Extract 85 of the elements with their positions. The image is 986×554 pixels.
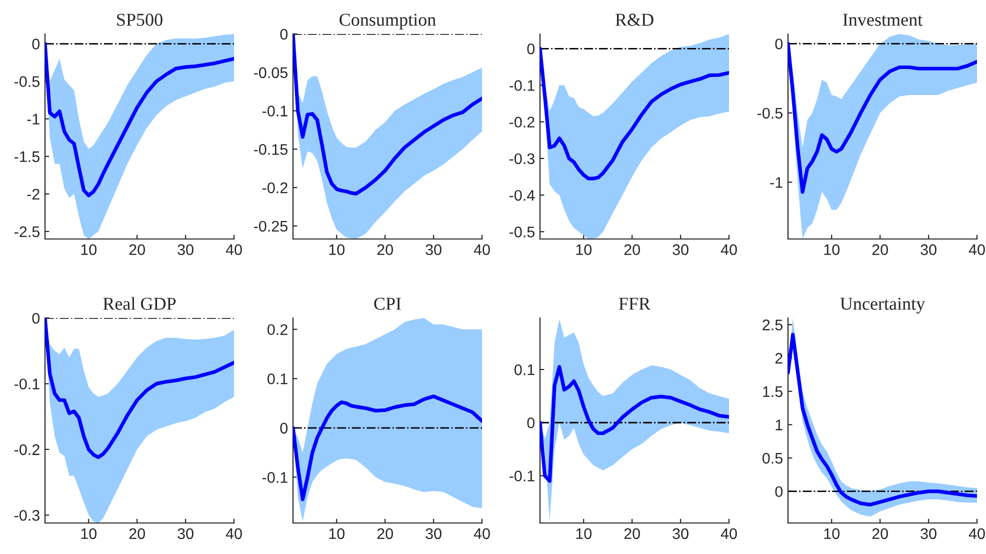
- line-series: [540, 365, 729, 483]
- y-tick-label: -0.05: [254, 67, 288, 78]
- line-series: [293, 394, 482, 502]
- y-tick-label: -0.1: [14, 378, 40, 390]
- y-tick-label: 0: [775, 38, 783, 50]
- chart-title: SP500: [117, 14, 162, 26]
- chart-title: Real GDP: [103, 297, 176, 310]
- y-tick-label: -0.5: [509, 226, 534, 238]
- x-tick-label: 10: [576, 528, 592, 540]
- y-tick-label: 0.1: [514, 364, 534, 376]
- x-tick-label: 40: [474, 244, 490, 256]
- line-series: [293, 34, 482, 196]
- y-tick-label: 0: [527, 44, 535, 54]
- y-tick-label: -0.4: [509, 190, 535, 201]
- x-tick-label: 20: [624, 528, 640, 540]
- chart-title: Investment: [843, 14, 923, 26]
- x-tick-label: 10: [576, 244, 592, 256]
- x-tick-label: 30: [920, 528, 936, 540]
- y-tick-label: 0.1: [268, 373, 288, 384]
- y-tick-label: 1: [776, 420, 782, 430]
- line-series: [788, 42, 977, 194]
- x-tick-label: 40: [474, 528, 490, 540]
- y-tick-label: -1.5: [14, 151, 40, 162]
- y-tick-label: 0: [32, 312, 40, 324]
- x-tick-label: 10: [329, 528, 345, 540]
- y-tick-label: 0: [527, 417, 535, 428]
- y-tick-label: -0.2: [509, 116, 534, 128]
- y-tick-label: 0: [775, 486, 783, 498]
- y-tick-label: 0.2: [268, 324, 288, 336]
- x-tick-label: 30: [426, 528, 442, 540]
- x-tick-label: 20: [377, 528, 393, 540]
- x-tick-label: 20: [129, 528, 145, 540]
- y-tick-label: -2.5: [14, 226, 40, 238]
- y-tick-label: 0: [280, 422, 288, 434]
- x-tick-label: 30: [178, 528, 194, 540]
- chart-title: FFR: [618, 298, 651, 310]
- x-tick-label: 10: [824, 244, 840, 256]
- y-tick-label: 2: [775, 352, 782, 364]
- x-tick-label: 40: [226, 528, 242, 540]
- chart-title: Uncertainty: [840, 298, 926, 314]
- chart-title: Consumption: [340, 14, 436, 30]
- line-series: [45, 42, 234, 198]
- x-tick-label: 20: [377, 244, 393, 256]
- y-tick-label: -0.1: [509, 470, 534, 482]
- y-tick-label: -1: [770, 177, 782, 188]
- x-tick-label: 40: [968, 244, 985, 256]
- x-tick-label: 30: [672, 244, 688, 256]
- y-tick-label: -0.15: [254, 144, 288, 155]
- y-tick-label: -1: [27, 114, 40, 124]
- x-tick-label: 20: [129, 244, 145, 256]
- x-tick-label: 30: [672, 528, 688, 540]
- x-tick-label: 40: [226, 244, 242, 256]
- y-tick-label: -0.1: [262, 472, 288, 483]
- x-tick-label: 10: [824, 528, 840, 540]
- y-tick-label: -0.3: [14, 510, 40, 521]
- y-tick-label: -2: [27, 188, 40, 200]
- line-series: [540, 46, 729, 180]
- x-tick-label: 20: [872, 528, 888, 540]
- x-tick-label: 40: [720, 244, 737, 256]
- y-tick-label: -0.25: [254, 220, 288, 232]
- x-tick-label: 10: [81, 528, 97, 540]
- y-tick-label: 1.5: [763, 386, 782, 398]
- x-tick-label: 30: [426, 244, 442, 256]
- y-tick-label: -0.3: [509, 153, 534, 164]
- line-series: [45, 318, 234, 460]
- y-tick-label: -0.5: [757, 108, 782, 119]
- x-tick-label: 40: [968, 528, 985, 540]
- x-tick-label: 40: [720, 528, 737, 540]
- y-tick-label: 0: [32, 38, 40, 50]
- x-tick-label: 20: [872, 244, 888, 256]
- chart-title: CPI: [374, 298, 401, 310]
- x-tick-label: 10: [329, 244, 345, 256]
- x-tick-label: 30: [178, 244, 194, 256]
- x-tick-label: 20: [624, 244, 640, 256]
- y-tick-label: 2.5: [762, 320, 782, 330]
- y-tick-label: -0.1: [262, 106, 288, 116]
- y-tick-label: -0.2: [14, 444, 40, 456]
- x-tick-label: 10: [81, 244, 97, 256]
- y-tick-label: -0.5: [14, 76, 40, 87]
- y-tick-label: -0.2: [262, 182, 288, 194]
- y-tick-label: -0.1: [509, 80, 534, 91]
- y-tick-label: 0: [280, 28, 288, 40]
- y-tick-label: 0.5: [762, 452, 782, 464]
- chart-title: R&D: [615, 14, 654, 26]
- x-tick-label: 30: [920, 244, 936, 256]
